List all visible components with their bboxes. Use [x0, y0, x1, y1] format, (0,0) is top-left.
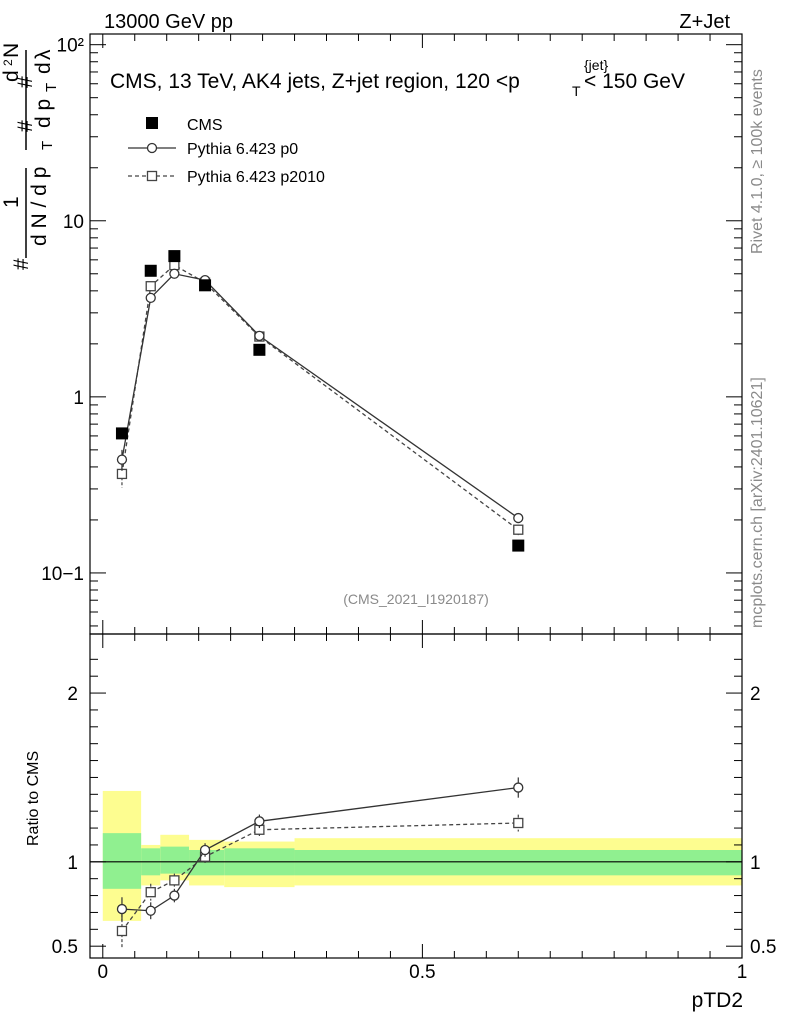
svg-text:1: 1 — [0, 196, 23, 208]
main-cms-point — [168, 250, 181, 263]
ratio-panel-axes: 0 0.5 10.5 0.51 12 2 — [52, 34, 776, 983]
main-cms-point — [199, 279, 212, 292]
legend-cms-label: CMS — [187, 117, 223, 134]
mcplots-label: mcplots.cern.ch [arXiv:2401.10621] — [749, 377, 766, 628]
main-p0-point — [254, 330, 265, 342]
svg-text:CMS, 13 TeV, AK4 jets, Z+jet r: CMS, 13 TeV, AK4 jets, Z+jet region, 120… — [110, 70, 520, 93]
svg-text:{jet}: {jet} — [584, 57, 608, 73]
main-y-axis-title: # d N / d p T 1 # d p T # d λ d 2 N — [0, 43, 60, 270]
ratio-y-axis-title: Ratio to CMS — [25, 751, 42, 846]
svg-text:T: T — [43, 83, 60, 92]
svg-text:T: T — [572, 83, 581, 99]
main-p0-point — [116, 454, 128, 465]
x-tick-label: 0 — [97, 962, 108, 983]
svg-text:d p: d p — [32, 99, 55, 128]
ratio-p0-point — [254, 816, 265, 827]
y-tick-label: 10 — [63, 212, 84, 233]
ratio-panel-frame — [89, 633, 743, 959]
ratio-p0-point — [513, 782, 524, 793]
svg-text:λ: λ — [32, 49, 55, 60]
legend-cms-marker — [146, 117, 158, 129]
legend: CMS Pythia 6.423 p0 Pythia 6.423 p2010 — [128, 117, 325, 186]
header-left-label: 13000 GeV pp — [104, 11, 233, 33]
svg-text:d: d — [32, 62, 55, 74]
ratio-y-tick-label-left: 2 — [67, 684, 78, 705]
ratio-y-tick-label-right: 1 — [750, 853, 761, 874]
legend-p2010-marker — [146, 170, 158, 182]
svg-text:< 150 GeV: < 150 GeV — [584, 70, 685, 93]
ratio-y-tick-label-left: 0.5 — [52, 937, 78, 958]
inner-band-bin — [294, 850, 742, 876]
y-tick-label: 10−1 — [41, 564, 84, 585]
main-p2010-point — [513, 524, 524, 535]
main-cms-point — [253, 343, 266, 356]
ratio-p0-point — [199, 844, 211, 856]
ratio-p0-point — [116, 903, 128, 915]
main-p0-point — [513, 512, 524, 524]
rivet-version-label: Rivet 4.1.0, ≥ 100k events — [749, 69, 766, 254]
ratio-p2010-point — [513, 817, 524, 829]
x-tick-label: 0.5 — [409, 962, 435, 983]
analysis-watermark: (CMS_2021_I1920187) — [343, 591, 489, 607]
svg-text:d: d — [0, 70, 23, 82]
main-p2010-line — [121, 264, 519, 531]
main-p0-point — [169, 268, 180, 279]
ratio-y-tick-label-right: 0.5 — [750, 937, 776, 958]
x-axis-title: pTD2 — [692, 989, 743, 1012]
main-p0-line — [121, 273, 519, 519]
legend-p0-label: Pythia 6.423 p0 — [187, 141, 298, 158]
ratio-p0-point — [169, 890, 180, 901]
main-panel-series — [115, 250, 525, 552]
inner-band-bin — [160, 846, 190, 874]
ratio-y-tick-label-right: 2 — [750, 684, 761, 705]
svg-text:2: 2 — [1, 59, 15, 66]
ratio-uncertainty-bands — [90, 790, 742, 921]
x-tick-label: 1 — [737, 962, 748, 983]
ratio-panel-series — [116, 777, 524, 948]
main-p0-point — [145, 292, 156, 303]
y-tick-label: 10² — [57, 36, 84, 57]
ratio-p2010-line — [121, 822, 519, 932]
ratio-p2010-point — [169, 875, 180, 886]
main-cms-point — [115, 427, 128, 440]
inner-band-bin — [102, 833, 142, 889]
ratio-y-tick-label-left: 1 — [67, 853, 78, 874]
ratio-p2010-point — [116, 925, 128, 937]
legend-p0-marker — [146, 142, 158, 154]
header-right-label: Z+Jet — [679, 11, 730, 33]
ratio-p0-point — [145, 905, 156, 916]
legend-p2010-label: Pythia 6.423 p2010 — [187, 169, 325, 186]
main-cms-point — [144, 264, 157, 277]
main-p2010-point — [145, 281, 156, 292]
svg-text:d N / d p: d N / d p — [28, 167, 51, 246]
svg-text:#: # — [10, 258, 33, 270]
ratio-p2010-point — [145, 887, 156, 898]
y-tick-label: 1 — [73, 388, 84, 409]
main-panel-axes: 10−1 1 10 10² — [41, 33, 743, 635]
main-cms-point — [512, 539, 525, 552]
main-chart-title: CMS, 13 TeV, AK4 jets, Z+jet region, 120… — [110, 57, 685, 99]
svg-text:N: N — [0, 43, 23, 58]
svg-text:T: T — [39, 141, 56, 150]
